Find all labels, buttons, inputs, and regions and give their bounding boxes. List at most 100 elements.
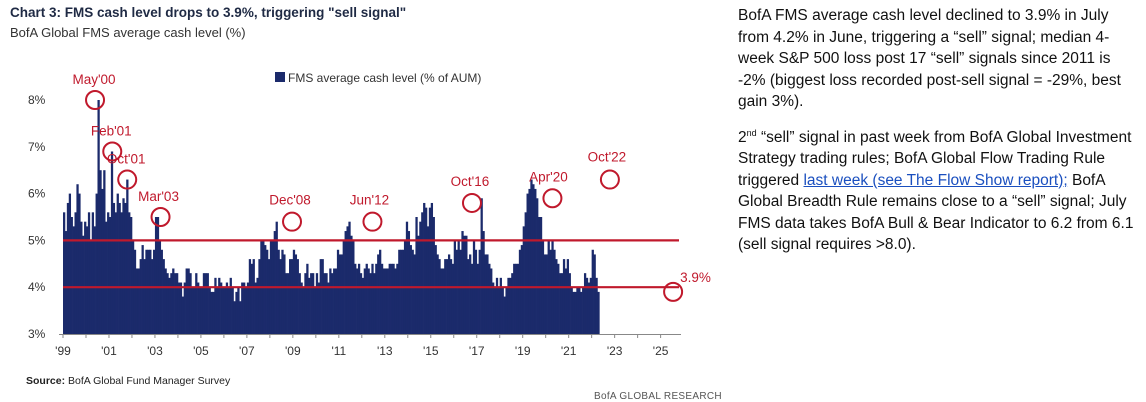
bar xyxy=(478,249,481,334)
bar xyxy=(97,100,100,334)
bar xyxy=(367,268,370,334)
bar xyxy=(279,259,282,334)
bar xyxy=(82,235,85,334)
bar xyxy=(447,254,451,334)
bar xyxy=(425,207,428,334)
bar xyxy=(202,273,206,334)
bar xyxy=(488,263,491,334)
bar xyxy=(440,268,443,334)
commentary-text-a: “sell” signal in past week from BofA Glo… xyxy=(738,128,1132,189)
bar xyxy=(432,217,435,334)
bar xyxy=(296,259,299,334)
bar xyxy=(593,254,596,334)
bar xyxy=(493,287,497,334)
bar xyxy=(304,273,307,334)
bar xyxy=(162,259,165,334)
bar xyxy=(244,287,248,334)
annotation-circle xyxy=(102,141,123,162)
bar xyxy=(350,235,353,334)
bar xyxy=(258,259,261,334)
bar xyxy=(426,226,430,334)
bar xyxy=(428,207,432,334)
bar xyxy=(225,282,229,334)
x-axis-ticks: '99 '01 '03 '05 '07 '09 '11 '13 '15 '17 '19 '21 '23 '… xyxy=(55,334,681,358)
bar xyxy=(499,277,502,334)
legend-label: FMS average cash level (% of AUM) xyxy=(288,71,481,85)
chart-subtitle: BofA Global FMS average cash level (%) xyxy=(10,25,246,40)
bar xyxy=(402,249,405,334)
bar xyxy=(482,231,485,334)
bar xyxy=(308,277,311,334)
annotation-label: Apr'20 xyxy=(529,169,568,184)
bar xyxy=(356,268,359,334)
bar xyxy=(377,254,380,334)
bar xyxy=(231,287,234,334)
bar xyxy=(492,282,495,334)
legend-swatch xyxy=(275,72,285,82)
bar xyxy=(239,301,242,334)
bar xyxy=(361,277,365,334)
bar xyxy=(543,254,547,334)
bar xyxy=(80,221,83,334)
bar xyxy=(338,254,342,334)
annotation-circle xyxy=(85,90,106,110)
bar xyxy=(195,273,198,334)
bar xyxy=(218,277,221,334)
bar xyxy=(587,282,591,334)
annotation-label: Oct'01 xyxy=(107,152,146,167)
bar xyxy=(394,268,397,334)
y-tick-label: 5% xyxy=(28,233,46,247)
bar xyxy=(147,249,150,334)
bar xyxy=(103,170,106,334)
bar xyxy=(235,291,238,334)
bar xyxy=(156,217,160,334)
bar xyxy=(532,184,535,334)
bar xyxy=(564,268,568,334)
bar xyxy=(246,282,250,334)
bar xyxy=(189,273,192,334)
x-tick-label: '23 xyxy=(607,344,623,358)
bar xyxy=(294,254,298,334)
bar xyxy=(545,254,548,334)
bar xyxy=(580,291,583,334)
bar xyxy=(480,198,483,334)
chart-plot: FMS average cash level (% of AUM) 3% 4% 5%… xyxy=(28,71,711,358)
bar xyxy=(380,263,384,334)
bar xyxy=(503,296,506,334)
bar xyxy=(530,179,533,334)
bar xyxy=(562,259,566,334)
bar xyxy=(298,273,301,334)
bar xyxy=(369,273,372,334)
bar xyxy=(486,254,489,334)
annotation-circle xyxy=(599,169,620,190)
bar xyxy=(388,263,391,334)
x-tick-label: '09 xyxy=(285,344,301,358)
bar xyxy=(160,249,163,334)
annotation-circle xyxy=(282,211,303,232)
bar xyxy=(528,188,531,334)
bar xyxy=(166,273,169,334)
bar xyxy=(101,188,104,334)
bar xyxy=(141,245,144,334)
x-tick-label: '21 xyxy=(561,344,577,358)
bar xyxy=(583,273,587,334)
bar xyxy=(208,287,211,334)
bar xyxy=(179,282,183,334)
ordinal-suffix: nd xyxy=(746,127,757,138)
bar xyxy=(549,249,552,334)
commentary-panel: BofA FMS average cash level declined to … xyxy=(738,5,1140,270)
x-tick-label: '11 xyxy=(331,344,346,358)
bar xyxy=(344,231,347,334)
bar xyxy=(212,291,215,334)
bar xyxy=(139,259,142,334)
bar xyxy=(319,259,322,334)
bar xyxy=(87,212,91,334)
bar xyxy=(229,277,232,334)
bar xyxy=(526,193,529,334)
bar xyxy=(114,212,117,334)
y-tick-label: 7% xyxy=(28,140,46,154)
flow-show-report-link[interactable]: last week (see The Flow Show report); xyxy=(803,171,1068,189)
bar xyxy=(585,277,589,334)
bar xyxy=(396,263,399,334)
bar xyxy=(597,291,600,334)
